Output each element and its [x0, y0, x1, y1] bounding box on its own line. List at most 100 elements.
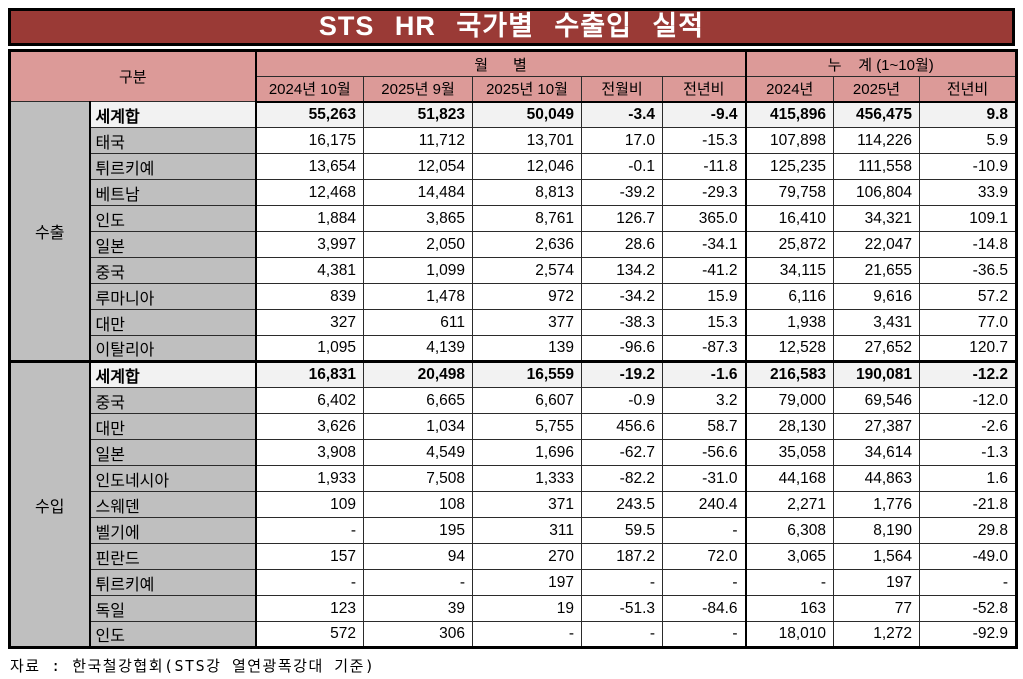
- value-cell: -1.3: [919, 439, 1018, 466]
- row-name: 튀르키예: [88, 153, 257, 180]
- value-cell: 20,498: [363, 360, 474, 388]
- value-cell: 1,938: [744, 309, 835, 336]
- value-cell: -: [255, 517, 365, 544]
- value-cell: 195: [363, 517, 474, 544]
- value-cell: 572: [255, 621, 365, 648]
- value-cell: 12,528: [744, 335, 835, 362]
- value-cell: -1.6: [662, 360, 747, 388]
- row-name: 인도네시아: [88, 465, 257, 492]
- value-cell: 16,410: [744, 205, 835, 232]
- value-cell: 12,054: [363, 153, 474, 180]
- table-row: 중국 4,381 1,099 2,574 134.2 -41.2 34,115 21,655-…: [10, 257, 1018, 284]
- table-row: 튀르키예 13,654 12,054 12,046 -0.1 -11.8 125,235 11…: [10, 153, 1018, 180]
- table-row: 벨기에 -195 311 59.5-6,308 8,190 29.8: [10, 517, 1018, 544]
- value-cell: 34,321: [833, 205, 921, 232]
- value-cell: 59.5: [581, 517, 664, 544]
- value-cell: 3,908: [255, 439, 365, 466]
- value-cell: 139: [472, 335, 583, 362]
- col-header-cum-2025: 2025년: [833, 76, 921, 103]
- value-cell: 415,896: [744, 101, 835, 128]
- value-cell: 243.5: [581, 491, 664, 518]
- row-name: 루마니아: [88, 283, 257, 310]
- value-cell: 1.6: [919, 465, 1018, 492]
- value-cell: -31.0: [662, 465, 747, 492]
- header-monthly-group: 월 별: [255, 50, 747, 77]
- value-cell: 11,712: [363, 127, 474, 154]
- value-cell: 18,010: [744, 621, 835, 648]
- value-cell: 2,636: [472, 231, 583, 258]
- value-cell: -56.6: [662, 439, 747, 466]
- value-cell: 58.7: [662, 413, 747, 440]
- value-cell: 125,235: [744, 153, 835, 180]
- value-cell: 1,034: [363, 413, 474, 440]
- value-cell: 197: [833, 569, 921, 596]
- value-cell: -: [581, 569, 664, 596]
- row-name: 대만: [88, 309, 257, 336]
- value-cell: 1,696: [472, 439, 583, 466]
- section-label: 수출: [9, 101, 90, 362]
- col-header-2025-10: 2025년 10월: [472, 76, 583, 103]
- value-cell: 57.2: [919, 283, 1018, 310]
- value-cell: -96.6: [581, 335, 664, 362]
- row-name: 세계합: [88, 360, 257, 388]
- header-cumulative-group: 누 계 (1~10월): [744, 50, 1018, 77]
- value-cell: 240.4: [662, 491, 747, 518]
- row-name: 이탈리아: [88, 335, 257, 362]
- row-name: 태국: [88, 127, 257, 154]
- col-header-2025-09: 2025년 9월: [363, 76, 474, 103]
- value-cell: 270: [472, 543, 583, 570]
- row-name: 베트남: [88, 179, 257, 206]
- value-cell: 1,095: [255, 335, 365, 362]
- value-cell: 126.7: [581, 205, 664, 232]
- value-cell: 4,549: [363, 439, 474, 466]
- value-cell: -38.3: [581, 309, 664, 336]
- value-cell: 3,997: [255, 231, 365, 258]
- table-row: 일본 3,997 2,050 2,636 28.6 -34.1 25,872 22,047 -1…: [10, 231, 1018, 258]
- value-cell: 28,130: [744, 413, 835, 440]
- value-cell: -12.0: [919, 387, 1018, 414]
- table-row: 독일 123 39 19 -51.3 -84.6 163 77 -52.8: [10, 595, 1018, 622]
- value-cell: -2.6: [919, 413, 1018, 440]
- value-cell: 7,508: [363, 465, 474, 492]
- value-cell: -: [919, 569, 1018, 596]
- value-cell: 55,263: [255, 101, 365, 128]
- source-note: 자료 : 한국철강협회(STS강 열연광폭강대 기준): [10, 657, 376, 675]
- value-cell: 33.9: [919, 179, 1018, 206]
- value-cell: 27,387: [833, 413, 921, 440]
- value-cell: -0.9: [581, 387, 664, 414]
- value-cell: 972: [472, 283, 583, 310]
- value-cell: 2,574: [472, 257, 583, 284]
- row-name: 독일: [88, 595, 257, 622]
- value-cell: -11.8: [662, 153, 747, 180]
- value-cell: -: [472, 621, 583, 648]
- value-cell: 106,804: [833, 179, 921, 206]
- value-cell: 15.9: [662, 283, 747, 310]
- table-row: 일본 3,908 4,549 1,696 -62.7 -56.6 35,058 34,614-…: [10, 439, 1018, 466]
- value-cell: 107,898: [744, 127, 835, 154]
- col-header-cum-yoy: 전년비: [919, 76, 1018, 103]
- table-row: 인도네시아 1,933 7,508 1,333 -82.2 -31.0 44,168 44,8…: [10, 465, 1018, 492]
- table-row: 인도 572 306- - -18,010 1,272 -92.9: [10, 621, 1018, 648]
- value-cell: 1,933: [255, 465, 365, 492]
- value-cell: 371: [472, 491, 583, 518]
- value-cell: -52.8: [919, 595, 1018, 622]
- value-cell: 28.6: [581, 231, 664, 258]
- header-gubun: 구분: [8, 50, 257, 102]
- value-cell: 216,583: [744, 360, 835, 388]
- value-cell: 1,099: [363, 257, 474, 284]
- value-cell: 2,271: [744, 491, 835, 518]
- value-cell: 9,616: [833, 283, 921, 310]
- value-cell: -14.8: [919, 231, 1018, 258]
- value-cell: -41.2: [662, 257, 747, 284]
- value-cell: 50,049: [472, 101, 583, 128]
- table-row: 핀란드 157 94 270 187.2 72.0 3,065 1,564 -49.0: [10, 543, 1018, 570]
- value-cell: -87.3: [662, 335, 747, 362]
- value-cell: 311: [472, 517, 583, 544]
- value-cell: 21,655: [833, 257, 921, 284]
- value-cell: -0.1: [581, 153, 664, 180]
- value-cell: 44,863: [833, 465, 921, 492]
- value-cell: -82.2: [581, 465, 664, 492]
- value-cell: -19.2: [581, 360, 664, 388]
- value-cell: 1,333: [472, 465, 583, 492]
- value-cell: 77: [833, 595, 921, 622]
